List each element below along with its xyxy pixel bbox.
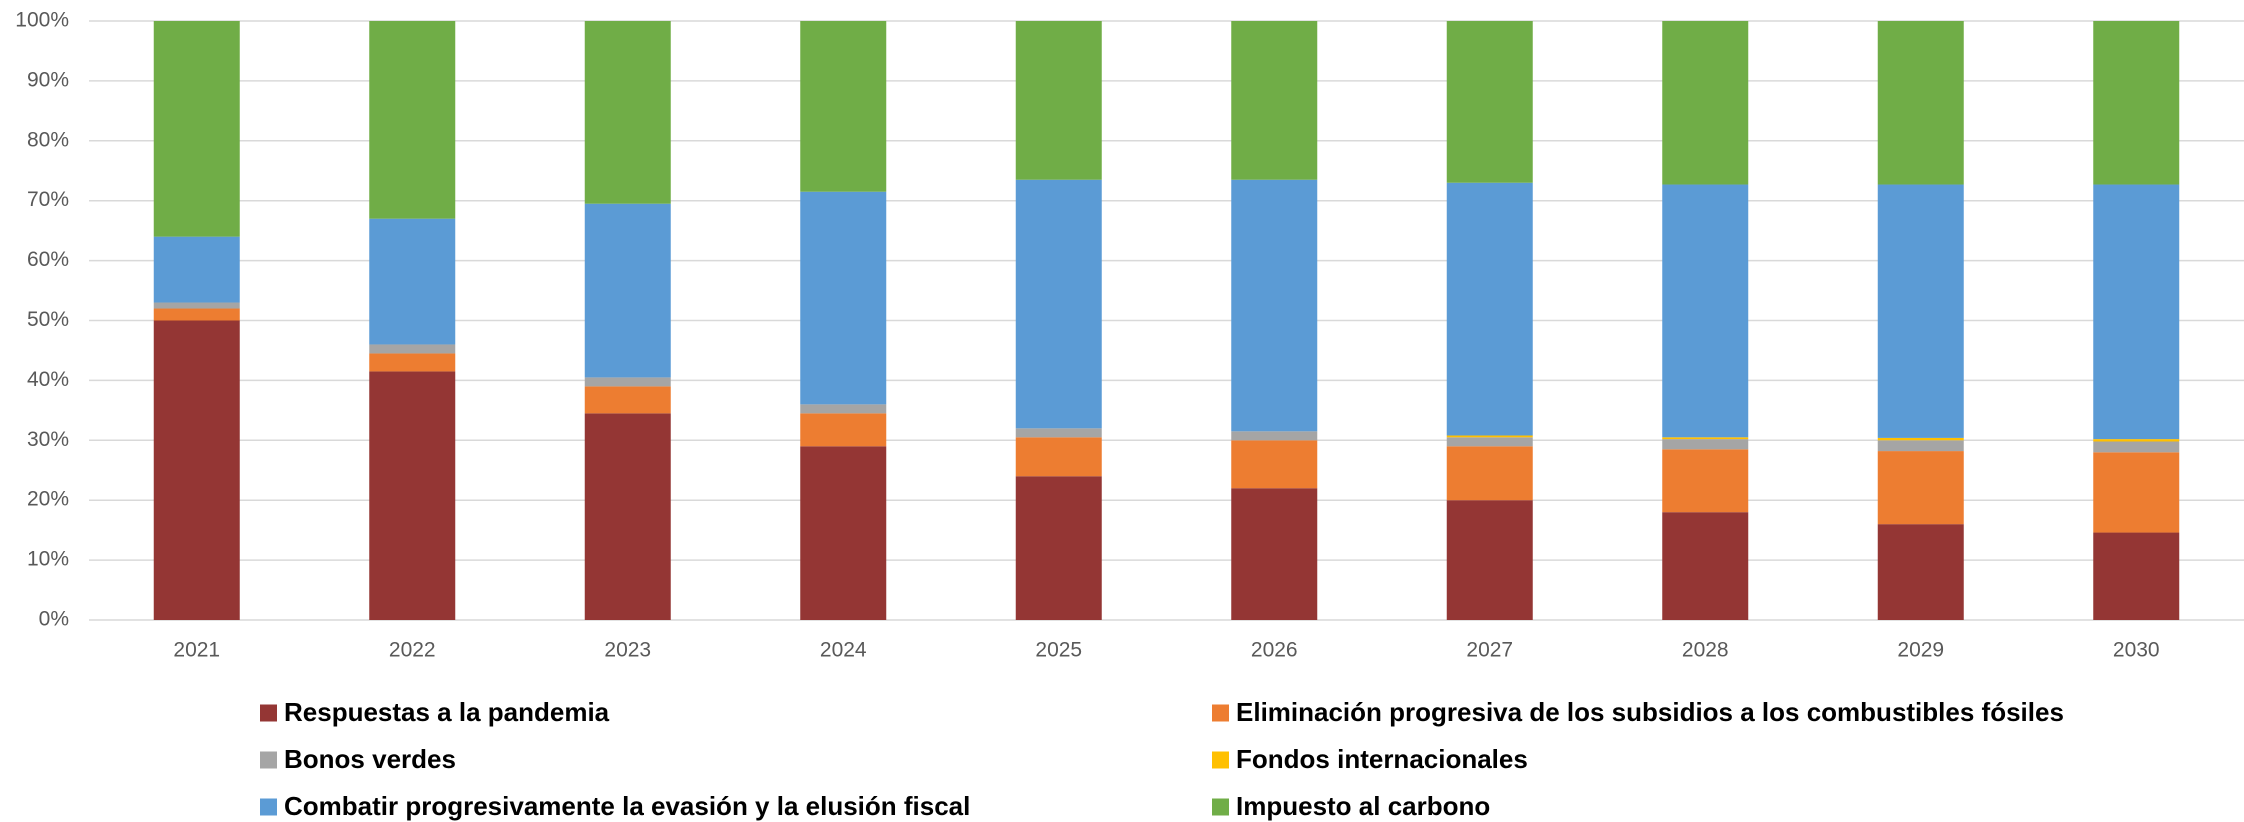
legend-swatch [1212, 704, 1229, 722]
bar-segment [153, 302, 240, 309]
bar-segment [2093, 532, 2180, 620]
bar-segment [584, 377, 671, 387]
bar-segment [800, 413, 887, 447]
bar-segment [369, 218, 456, 345]
y-tick-label: 30% [27, 428, 69, 451]
bar-segment [1446, 437, 1533, 447]
x-tick-label: 2023 [604, 639, 651, 662]
bar-segment [1877, 184, 1964, 438]
bar-segment [584, 203, 671, 378]
bar-segment [800, 446, 887, 620]
bar-segment [1877, 440, 1964, 452]
x-tick-label: 2025 [1035, 639, 1082, 662]
bar-segment [1231, 488, 1318, 620]
bar-segment [1015, 476, 1102, 620]
bar-segment [1446, 435, 1533, 438]
y-tick-label: 80% [27, 128, 69, 151]
bar-segment [1662, 21, 1749, 185]
legend-label: Bonos verdes [284, 744, 456, 774]
x-tick-label: 2030 [2113, 639, 2160, 662]
bar-segment [1231, 179, 1318, 432]
bar-segment [153, 21, 240, 237]
bar-segment [2093, 452, 2180, 533]
bar-segment [369, 344, 456, 354]
bar-segment [369, 353, 456, 372]
bar-segment [584, 386, 671, 414]
y-tick-label: 40% [27, 368, 69, 391]
bar-segment [1015, 437, 1102, 477]
y-tick-label: 70% [27, 188, 69, 211]
x-tick-label: 2022 [389, 639, 436, 662]
legend-swatch [260, 751, 277, 769]
bar-segment [1015, 179, 1102, 429]
y-tick-label: 0% [39, 608, 69, 631]
bar-segment [153, 236, 240, 303]
bar-segment [1877, 21, 1964, 185]
bar-segment [1662, 184, 1749, 438]
bar-segment [369, 21, 456, 219]
bar-segment [2093, 21, 2180, 185]
legend-label: Eliminación progresiva de los subsidios … [1236, 697, 2064, 727]
legend-swatch [1212, 751, 1229, 769]
bar-segment [1446, 500, 1533, 620]
legend-swatch [260, 798, 277, 816]
bar-segment [584, 21, 671, 204]
y-tick-label: 60% [27, 248, 69, 271]
y-tick-label: 20% [27, 488, 69, 511]
legend-label: Impuesto al carbono [1236, 791, 1490, 821]
bar-segment [800, 191, 887, 405]
x-tick-label: 2028 [1682, 639, 1729, 662]
bar-segment [1231, 440, 1318, 489]
bar-segment [1446, 182, 1533, 436]
bar-segment [1231, 21, 1318, 180]
y-tick-label: 50% [27, 308, 69, 331]
bar-segment [1446, 446, 1533, 501]
bar-segment [800, 404, 887, 414]
bar-segment [1015, 428, 1102, 438]
bar-segment [1231, 431, 1318, 441]
bar-segment [1877, 524, 1964, 620]
legend-swatch [1212, 798, 1229, 816]
legend-label: Fondos internacionales [1236, 744, 1528, 774]
bar-segment [800, 21, 887, 192]
bar-segment [153, 320, 240, 620]
bar-segment [1662, 512, 1749, 620]
bar-segment [2093, 184, 2180, 440]
bar-segment [1877, 451, 1964, 525]
legend-swatch [260, 704, 277, 722]
bar-segment [1446, 21, 1533, 183]
x-tick-label: 2026 [1251, 639, 1298, 662]
bar-segment [1015, 21, 1102, 180]
y-tick-label: 10% [27, 548, 69, 571]
x-tick-label: 2021 [173, 639, 220, 662]
bar-segment [153, 308, 240, 321]
legend-label: Combatir progresivamente la evasión y la… [284, 791, 970, 821]
bar-segment [1877, 437, 1964, 441]
bar-segment [1662, 449, 1749, 513]
x-tick-label: 2027 [1466, 639, 1513, 662]
x-tick-label: 2024 [820, 639, 867, 662]
bar-segment [1662, 439, 1749, 450]
bar-segment [2093, 441, 2180, 453]
x-tick-label: 2029 [1897, 639, 1944, 662]
bar-segment [584, 413, 671, 620]
bar-segment [1662, 437, 1749, 440]
y-tick-label: 100% [15, 9, 69, 32]
y-tick-label: 90% [27, 68, 69, 91]
bar-segment [2093, 439, 2180, 442]
legend-label: Respuestas a la pandemia [284, 697, 610, 727]
bar-segment [369, 371, 456, 620]
